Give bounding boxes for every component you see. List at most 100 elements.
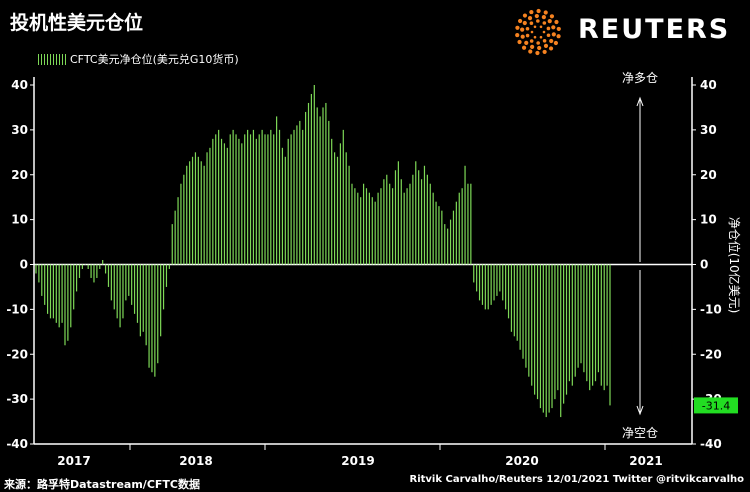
logo-dot (542, 30, 546, 34)
y-tick-label-right: 20 (700, 168, 717, 182)
bar (400, 179, 402, 265)
bar (84, 264, 86, 265)
bar (267, 134, 269, 265)
y-tick-label-left: 20 (11, 168, 28, 182)
x-tick-label: 2019 (341, 454, 374, 468)
logo-dot (537, 45, 542, 51)
bar (455, 201, 457, 265)
logo-dot (527, 16, 533, 21)
bar (133, 264, 136, 314)
bar (357, 192, 359, 265)
bar (536, 264, 539, 400)
bar (365, 188, 368, 265)
bar (594, 264, 597, 382)
last-value-text: -31.4 (702, 399, 730, 412)
logo-dot (522, 20, 527, 26)
bar (487, 264, 489, 310)
bar (409, 183, 411, 265)
bar (64, 264, 66, 346)
bar (467, 183, 469, 265)
bar (447, 228, 449, 265)
bar (107, 264, 110, 287)
legend-swatch (38, 53, 66, 65)
bar (38, 264, 40, 283)
bar (160, 264, 162, 337)
bar (104, 264, 107, 274)
logo-dot (534, 13, 539, 19)
bar (305, 111, 307, 265)
bar (458, 192, 460, 265)
bar (218, 129, 220, 265)
bar (331, 138, 333, 265)
bar (131, 264, 133, 305)
bar (49, 264, 52, 319)
bar (554, 264, 556, 400)
bar (61, 264, 63, 323)
bar (102, 260, 104, 265)
bar (55, 264, 57, 323)
bar (606, 264, 608, 386)
bar (557, 264, 559, 391)
bar (435, 201, 437, 265)
long-arrowhead (636, 96, 644, 107)
logo-dot (522, 13, 528, 18)
bar (171, 224, 173, 265)
bar (119, 264, 121, 328)
logo-dot (541, 15, 546, 20)
bar (249, 134, 252, 265)
bar (383, 179, 385, 265)
y-tick-label-left: 40 (11, 78, 28, 92)
bar (476, 264, 478, 292)
y-tick-label-right: -10 (700, 302, 722, 316)
bar (189, 161, 191, 265)
y-tick-label-left: -30 (6, 392, 28, 406)
x-tick-label: 2017 (57, 454, 90, 468)
legend: CFTC美元净仓位(美元兑G10货币) (38, 51, 239, 67)
bar (470, 183, 472, 265)
bar (539, 264, 542, 409)
bar (473, 264, 475, 283)
logo-dot (533, 25, 537, 29)
logo-dot (530, 30, 534, 34)
bar (93, 264, 95, 283)
bar (145, 264, 147, 346)
bar (209, 147, 211, 265)
right-axis-title: 净仓位(10亿美元) (727, 217, 742, 314)
bar (525, 264, 527, 368)
bar (180, 183, 182, 265)
bar (284, 156, 286, 265)
bar (464, 165, 466, 265)
bar (307, 102, 310, 265)
bar (116, 264, 118, 319)
bar (183, 174, 185, 265)
bar (241, 143, 243, 265)
bar (223, 143, 226, 265)
credit-note: Ritvik Carvalho/Reuters 12/01/2021 Twitt… (409, 474, 745, 485)
bar (461, 188, 463, 265)
y-tick-label-left: -10 (6, 302, 28, 316)
bar (368, 192, 370, 265)
logo-dot (525, 33, 530, 38)
logo-dot (515, 32, 520, 38)
bar (377, 192, 379, 265)
logo-dot (517, 39, 522, 45)
bar (510, 264, 513, 332)
bar (420, 179, 423, 265)
bar (197, 156, 199, 265)
bar (113, 264, 115, 310)
bar (154, 264, 156, 377)
y-tick-label-right: -40 (700, 437, 722, 451)
net-long-label: 净多仓 (622, 71, 658, 85)
source-note: 来源：路孚特Datastream/CFTC数据 (4, 478, 200, 491)
logo-dot (520, 34, 525, 39)
bar (484, 264, 486, 310)
x-tick-label: 2021 (629, 454, 662, 468)
logo-dot (536, 19, 540, 23)
bar (290, 134, 292, 265)
logo-dot (543, 43, 549, 48)
bar (99, 264, 101, 269)
bar (52, 264, 54, 319)
bar (44, 264, 46, 305)
logo-dot (542, 21, 547, 25)
